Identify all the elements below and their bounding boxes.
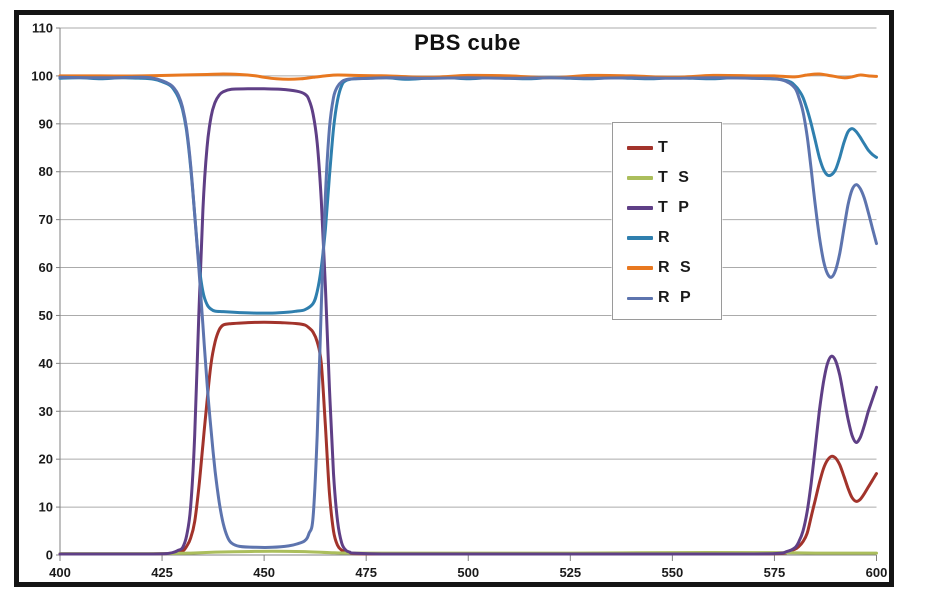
legend-label-RP: R P [658,289,694,306]
y-axis-label-30: 30 [39,404,53,419]
y-axis-label-90: 90 [39,116,53,131]
x-axis-label-400: 400 [49,565,71,580]
legend-item-R: R [627,223,721,253]
x-axis-label-450: 450 [253,565,275,580]
y-axis-label-60: 60 [39,260,53,275]
y-axis-label-40: 40 [39,356,53,371]
legend-item-RS: R S [627,253,721,283]
legend-swatch-TS [627,176,653,180]
legend-item-TP: T P [627,193,721,223]
x-axis-label-500: 500 [457,565,479,580]
chart-title: PBS cube [414,30,521,55]
y-axis-label-20: 20 [39,452,53,467]
series-TP-line [58,87,878,556]
legend-swatch-T [627,146,653,150]
x-axis-label-575: 575 [764,565,786,580]
outer-border-frame [14,10,894,587]
x-axis-label-475: 475 [355,565,377,580]
series-T-line [58,320,878,556]
y-axis-label-80: 80 [39,164,53,179]
legend-label-TP: T P [658,199,692,216]
y-axis-label-70: 70 [39,212,53,227]
legend-label-T: T [658,139,671,156]
y-axis-label-0: 0 [46,548,53,563]
x-axis-label-600: 600 [866,565,888,580]
series-RS-line [58,72,878,81]
series-RP-line [58,75,878,549]
x-axis-label-525: 525 [559,565,581,580]
legend: T T S T P R R S R P [612,122,722,320]
legend-swatch-TP [627,206,653,210]
legend-swatch-RP [627,296,653,300]
legend-item-T: T [627,133,721,163]
y-axis-label-50: 50 [39,308,53,323]
legend-label-TS: T S [658,169,692,186]
legend-item-TS: T S [627,163,721,193]
legend-swatch-R [627,236,653,240]
x-axis-label-425: 425 [151,565,173,580]
legend-swatch-RS [627,266,653,270]
y-axis-label-10: 10 [39,500,53,515]
legend-item-RP: R P [627,283,721,313]
y-axis-label-100: 100 [31,68,53,83]
legend-label-R: R [658,229,673,246]
y-axis-label-110: 110 [32,21,53,36]
legend-label-RS: R S [658,259,694,276]
x-axis-label-550: 550 [662,565,684,580]
